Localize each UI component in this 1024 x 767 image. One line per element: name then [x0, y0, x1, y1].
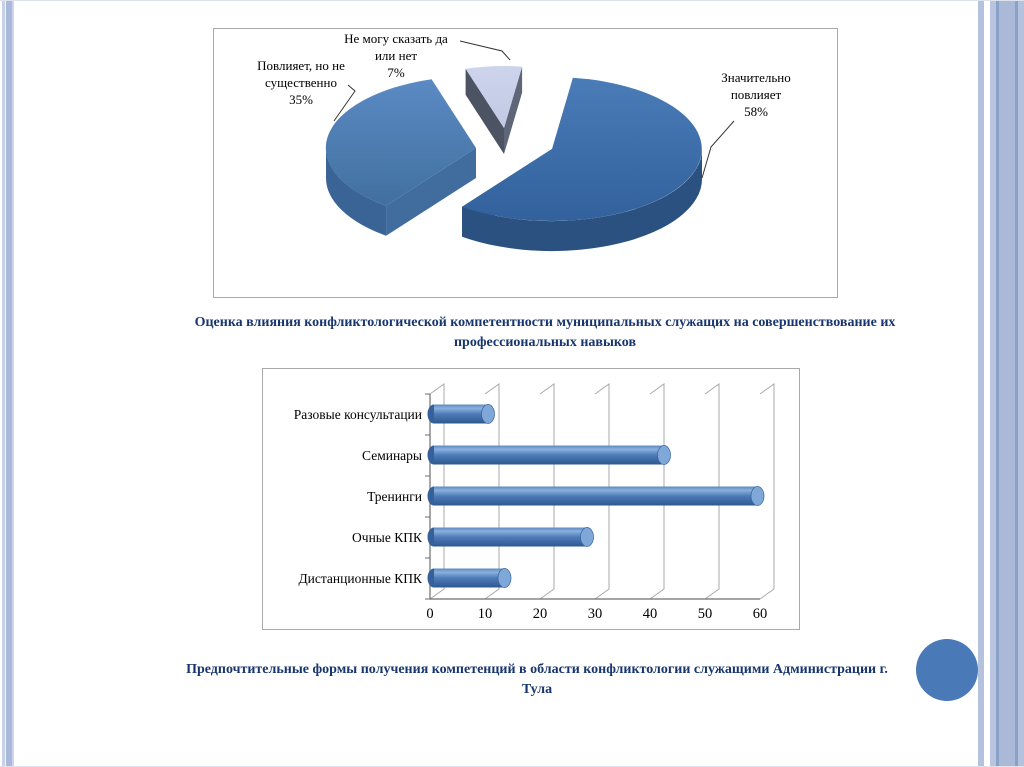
right-edge-band — [975, 0, 1024, 767]
left-edge-stripes — [0, 0, 16, 767]
pie-label-line: Повлияет, но не — [257, 58, 345, 73]
bar — [427, 445, 671, 465]
bar-chart: 0 10 20 30 40 50 60 Разовые консультации Семинар… — [294, 383, 775, 622]
bar — [427, 527, 594, 547]
x-tick-label: 20 — [533, 606, 548, 622]
pie-label-line: существенно — [265, 75, 337, 90]
x-tick-label: 60 — [753, 606, 768, 622]
pie-chart — [325, 40, 735, 252]
x-tick-label: 30 — [588, 606, 603, 622]
category-label: Очные КПК — [352, 530, 423, 545]
callout-line — [333, 84, 356, 122]
x-tick-label: 0 — [426, 606, 433, 622]
bar — [427, 568, 512, 588]
top-border-line — [0, 0, 1024, 1]
pie-chart-frame: Не могу сказать да или нет 7% Повлияет, … — [213, 28, 838, 298]
pie-label-line: Значительно — [721, 70, 791, 85]
x-tick-label: 40 — [643, 606, 658, 622]
pie-label-line: Не могу сказать да — [344, 31, 448, 46]
accent-circle — [916, 639, 978, 701]
gridline — [759, 383, 775, 600]
category-label: Дистанционные КПК — [298, 571, 423, 586]
pie-chart-title: Оценка влияния конфликтологической компе… — [194, 315, 896, 350]
pie-value-label: 7% — [387, 65, 405, 80]
pie-value-label: 35% — [289, 92, 313, 107]
pie-slice — [462, 77, 702, 252]
callout-line — [701, 120, 735, 179]
pie-value-label: 58% — [744, 104, 768, 119]
category-label: Семинары — [362, 448, 422, 463]
pie-callout-none: Не могу сказать да или нет 7% — [311, 30, 481, 81]
callout-line — [459, 40, 511, 61]
bar-chart-title: Предпочтительные формы получения компете… — [186, 662, 888, 697]
pie-callout-some: Повлияет, но не существенно 35% — [220, 57, 382, 108]
x-tick-label: 10 — [478, 606, 493, 622]
pie-slice — [325, 79, 476, 236]
bar-chart-frame: 0 10 20 30 40 50 60 Разовые консультации Семинар… — [262, 368, 800, 630]
category-label: Разовые консультации — [294, 407, 422, 422]
x-tick-label: 50 — [698, 606, 713, 622]
pie-slice — [465, 66, 523, 154]
pie-label-line: повлияет — [730, 87, 782, 102]
pie-label-line: или нет — [374, 48, 418, 63]
bar — [427, 486, 765, 506]
category-label: Тренинги — [367, 489, 422, 504]
pie-callout-significant: Значительно повлияет 58% — [671, 69, 841, 120]
bar — [427, 404, 495, 424]
